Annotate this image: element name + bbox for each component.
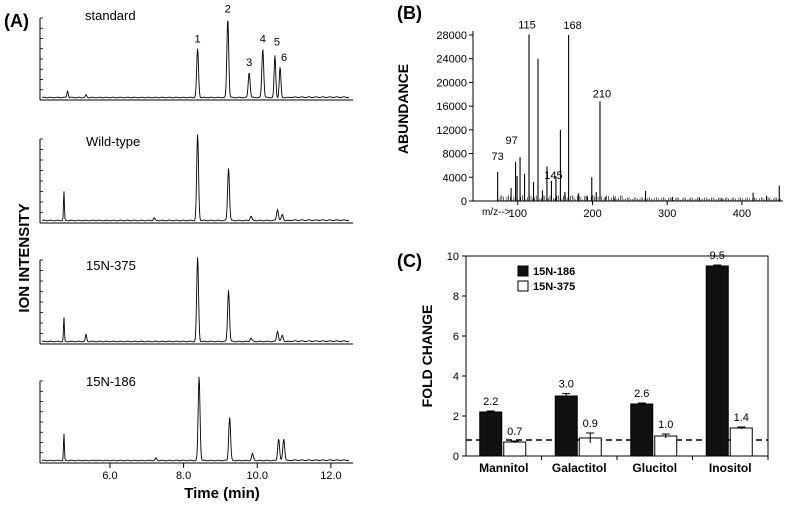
bar-15n-375: [503, 441, 527, 457]
fold-change-tick-label: 2: [453, 411, 459, 423]
time-tick-label: 10.0: [247, 470, 268, 482]
abundance-tick-label: 20000: [436, 77, 467, 89]
bar-value-label: 1.0: [658, 419, 673, 431]
peak-label: 5: [274, 36, 280, 48]
bar-value-label: 0.7: [507, 426, 522, 438]
spectrum-plot: 0 4000 8000 12000 16000 20000 24000 28000 100 200…: [436, 19, 783, 220]
chromatogram-traces: standard 1 2 34 56 Wild-type 15N-375 15N-186: [39, 3, 353, 464]
chromatogram-trace: [41, 257, 350, 343]
bar-15n-186: [630, 403, 654, 457]
time-tick-label: 12.0: [320, 470, 341, 482]
abundance-tick-label: 16000: [436, 101, 467, 113]
spectrum-peak-label: 115: [518, 19, 536, 31]
bar-value-label: 3.0: [559, 379, 574, 391]
bar-15n-186: [479, 411, 503, 457]
spectrum-peak-label: 210: [593, 88, 611, 100]
abundance-tick-label: 28000: [436, 30, 467, 42]
category-label: Glucitol: [632, 461, 677, 475]
bar-15n-186: [705, 265, 729, 457]
bar-value-label: 0.9: [583, 418, 598, 430]
bar-value-label: 2.6: [634, 388, 649, 400]
panel-a-label: (A): [4, 11, 29, 31]
trace-label: Wild-type: [86, 134, 140, 149]
abundance-axis-label: ABUNDANCE: [395, 64, 411, 154]
legend-label: 15N-375: [533, 281, 575, 293]
peak-label: 2: [225, 3, 231, 15]
panel-b-mass-spectrum: (B) ABUNDANCE 0 4000 8000 12000 16000 20000 24…: [395, 3, 783, 220]
mz-tick-label: 300: [658, 208, 676, 220]
spectrum-peak-label: 168: [563, 20, 581, 32]
time-axis: 6.0 8.0 10.0 12.0: [40, 462, 353, 482]
legend-label: 15N-186: [533, 266, 575, 278]
panel-b-label: (B): [397, 3, 422, 23]
fold-change-tick-label: 10: [447, 251, 459, 263]
chromatogram-trace: [41, 376, 350, 462]
category-label: Inositol: [709, 461, 752, 475]
abundance-tick-label: 24000: [436, 54, 467, 66]
abundance-tick-label: 4000: [443, 172, 467, 184]
bar-15n-375: [654, 435, 678, 457]
time-axis-label: Time (min): [184, 485, 260, 502]
peak-label: 6: [281, 52, 287, 64]
mz-tick-label: 400: [733, 208, 751, 220]
category-label: Mannitol: [479, 461, 528, 475]
fold-change-axis-label: FOLD CHANGE: [419, 305, 435, 408]
spectrum-peak-label: 73: [492, 151, 504, 163]
bar-value-label: 2.2: [483, 396, 498, 408]
category-label: Galactitol: [552, 461, 607, 475]
mz-axis-label: m/z-->: [482, 207, 511, 218]
mz-tick-label: 100: [509, 208, 527, 220]
fold-change-tick-label: 6: [453, 331, 459, 343]
fold-change-tick-label: 0: [453, 451, 459, 463]
legend-swatch: [517, 265, 529, 277]
peak-label: 4: [260, 34, 266, 46]
abundance-tick-label: 8000: [443, 149, 467, 161]
fold-change-tick-label: 4: [453, 371, 459, 383]
chromatogram-trace: [41, 20, 350, 99]
panel-c-label: (C): [397, 251, 422, 271]
chromatogram-trace: [41, 134, 350, 222]
bar-value-label: 1.4: [734, 412, 749, 424]
time-tick-label: 8.0: [176, 470, 191, 482]
legend-swatch: [517, 280, 529, 292]
time-tick-label: 6.0: [102, 470, 117, 482]
legend: 15N-186 15N-375: [517, 265, 575, 293]
trace-label: 15N-375: [86, 258, 136, 273]
spectrum-peak-label: 145: [544, 170, 562, 182]
panel-c-fold-change: (C) FOLD CHANGE 0 2 4 6 8 10 Mannitol 2.2 0.7 Gal…: [397, 250, 769, 475]
fold-change-tick-label: 8: [453, 291, 459, 303]
bar-value-label: 9.5: [710, 250, 725, 262]
ion-intensity-axis-label: ION INTENSITY: [16, 203, 33, 312]
trace-label: 15N-186: [86, 374, 136, 389]
spectrum-peak-label: 97: [505, 135, 517, 147]
peak-label: 1: [195, 34, 201, 46]
abundance-tick-label: 0: [461, 196, 467, 208]
bar-15n-375: [729, 427, 753, 457]
fold-change-plot: 0 2 4 6 8 10 Mannitol 2.2 0.7 Galactitol 3.0 0.9 Glu…: [447, 250, 769, 475]
bar-15n-186: [554, 395, 578, 457]
trace-label: standard: [85, 8, 136, 23]
mz-tick-label: 200: [583, 208, 601, 220]
panel-a-chromatograms: (A) ION INTENSITY Time (min) standard 1 2 3…: [4, 3, 353, 502]
peak-label: 3: [246, 57, 252, 69]
abundance-tick-label: 12000: [436, 125, 467, 137]
